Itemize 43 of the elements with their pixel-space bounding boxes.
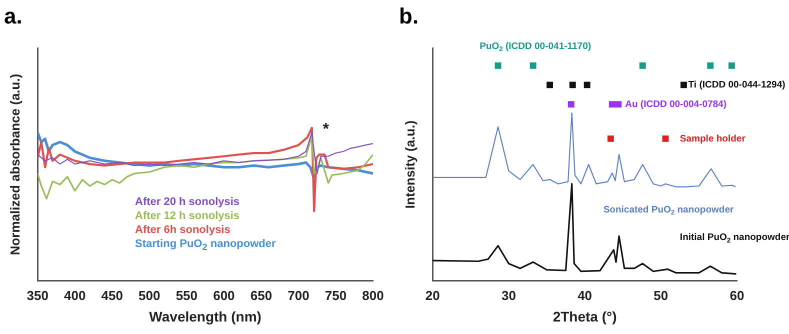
series-label: Au (ICDD 00-004-0784) (625, 98, 727, 110)
point (607, 135, 614, 142)
chart-title: b. (399, 3, 419, 28)
x-tick-label: 350 (26, 288, 48, 303)
point (494, 62, 502, 69)
point (615, 101, 622, 108)
x-tick-label: 550 (176, 288, 198, 303)
point (569, 82, 576, 88)
point (707, 62, 714, 69)
point (639, 62, 646, 69)
y-axis-title: Intensity (a.u.) (402, 120, 418, 209)
x-axis-title: Wavelength (nm) (149, 308, 262, 324)
series-label: Ti (ICDD 00-044-1294) (688, 80, 786, 91)
x-tick-label: 400 (64, 288, 86, 303)
x-tick-label: 20 (425, 288, 440, 303)
point (728, 62, 735, 69)
x-tick-label: 750 (324, 288, 347, 303)
series-label: Sample holder (680, 133, 746, 144)
point (584, 82, 590, 88)
x-tick-label: 60 (730, 288, 744, 303)
text: After 20 h sonolysis (135, 195, 241, 209)
x-tick-label: 40 (578, 288, 592, 303)
point (530, 62, 536, 69)
x-tick-label: 450 (101, 288, 123, 303)
x-tick-label: 50 (654, 288, 668, 303)
x-tick-label: 600 (213, 288, 235, 303)
x-tick-label: 650 (250, 288, 272, 303)
x-tick-label: 500 (138, 288, 160, 303)
point (546, 82, 554, 88)
text: Starting PuO$_{2}$ nanopowder (135, 237, 276, 254)
chart-title: a. (4, 3, 22, 28)
y-axis-title: Normalized absorbance (a.u.) (7, 74, 22, 256)
x-tick-label: 30 (501, 288, 516, 303)
text: After 12 h sonolysis (135, 209, 241, 223)
x-axis-title: 2Theta (°) (552, 308, 617, 324)
point (662, 135, 669, 142)
point (608, 101, 616, 108)
x-tick-label: 800 (362, 288, 384, 303)
point (680, 82, 687, 88)
text: After 6h sonolysis (135, 223, 232, 237)
x-tick-label: 700 (288, 288, 310, 303)
annotation: * (322, 121, 330, 138)
point (568, 101, 574, 108)
